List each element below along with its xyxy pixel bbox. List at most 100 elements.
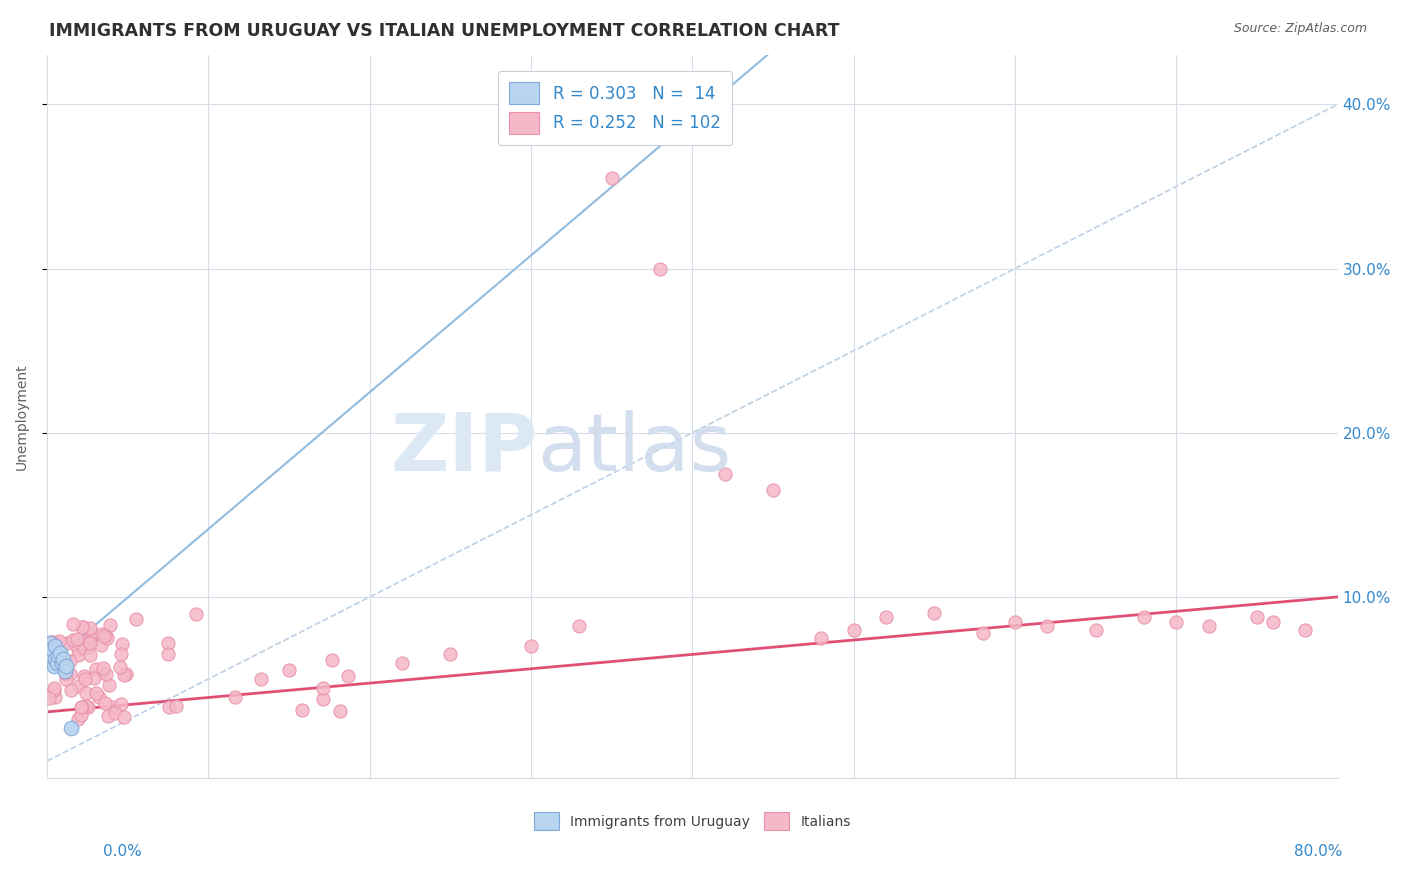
Point	[42, 634, 65, 648]
Point	[72, 700, 94, 714]
Point	[1133, 609, 1156, 624]
Point	[520, 639, 543, 653]
Point	[762, 483, 785, 498]
Point	[79, 621, 101, 635]
Point	[42, 659, 65, 673]
Point	[90, 638, 112, 652]
Text: 0.0%: 0.0%	[103, 845, 142, 859]
Point	[112, 667, 135, 681]
Point	[110, 697, 132, 711]
Point	[157, 636, 180, 650]
Point	[810, 631, 832, 645]
Point	[93, 629, 115, 643]
Point	[713, 467, 735, 481]
Point	[73, 669, 96, 683]
Point	[62, 632, 84, 647]
Point	[46, 648, 69, 663]
Point	[67, 642, 90, 657]
Point	[321, 653, 343, 667]
Point	[53, 664, 76, 678]
Point	[84, 662, 107, 676]
Point	[91, 665, 114, 680]
Point	[391, 656, 413, 670]
Point	[568, 619, 591, 633]
Point	[842, 623, 865, 637]
Point	[94, 667, 117, 681]
Point	[1036, 619, 1059, 633]
Point	[249, 672, 271, 686]
Point	[49, 646, 72, 660]
Point	[52, 653, 75, 667]
Point	[94, 630, 117, 644]
Point	[125, 612, 148, 626]
Point	[90, 627, 112, 641]
Point	[96, 632, 118, 646]
Point	[79, 648, 101, 662]
Text: atlas: atlas	[537, 409, 733, 488]
Point	[44, 639, 66, 653]
Point	[80, 625, 103, 640]
Point	[98, 618, 121, 632]
Point	[80, 630, 103, 644]
Point	[165, 698, 187, 713]
Point	[312, 681, 335, 695]
Point	[60, 683, 83, 698]
Point	[70, 700, 93, 714]
Point	[55, 659, 77, 673]
Point	[72, 620, 94, 634]
Point	[75, 698, 97, 713]
Point	[38, 691, 60, 706]
Point	[66, 712, 89, 726]
Point	[157, 700, 180, 714]
Point	[439, 648, 461, 662]
Point	[875, 609, 897, 624]
Point	[277, 663, 299, 677]
Point	[111, 637, 134, 651]
Point	[79, 636, 101, 650]
Point	[184, 607, 207, 621]
Point	[87, 690, 110, 705]
Point	[972, 626, 994, 640]
Point	[924, 607, 946, 621]
Point	[1261, 615, 1284, 629]
Point	[83, 671, 105, 685]
Point	[70, 620, 93, 634]
Point	[648, 261, 671, 276]
Point	[73, 672, 96, 686]
Point	[39, 636, 62, 650]
Point	[55, 672, 77, 686]
Point	[42, 681, 65, 695]
Point	[67, 679, 90, 693]
Point	[329, 704, 352, 718]
Point	[97, 709, 120, 723]
Point	[1084, 623, 1107, 637]
Point	[93, 697, 115, 711]
Text: ZIP: ZIP	[391, 409, 537, 488]
Point	[156, 647, 179, 661]
Point	[336, 669, 359, 683]
Point	[1198, 619, 1220, 633]
Point	[44, 652, 66, 666]
Point	[91, 660, 114, 674]
Point	[39, 634, 62, 648]
Point	[45, 656, 67, 670]
Text: IMMIGRANTS FROM URUGUAY VS ITALIAN UNEMPLOYMENT CORRELATION CHART: IMMIGRANTS FROM URUGUAY VS ITALIAN UNEMP…	[49, 22, 839, 40]
Point	[77, 640, 100, 654]
Point	[1166, 615, 1188, 629]
Point	[56, 636, 79, 650]
Point	[60, 721, 83, 735]
Point	[76, 634, 98, 648]
Point	[84, 686, 107, 700]
Point	[73, 641, 96, 656]
Point	[70, 707, 93, 722]
Point	[224, 690, 246, 705]
Point	[104, 706, 127, 721]
Point	[45, 657, 67, 671]
Y-axis label: Unemployment: Unemployment	[15, 363, 30, 470]
Point	[75, 686, 97, 700]
Point	[101, 699, 124, 714]
Point	[115, 666, 138, 681]
Point	[51, 656, 73, 670]
Point	[66, 648, 89, 663]
Point	[65, 632, 87, 647]
